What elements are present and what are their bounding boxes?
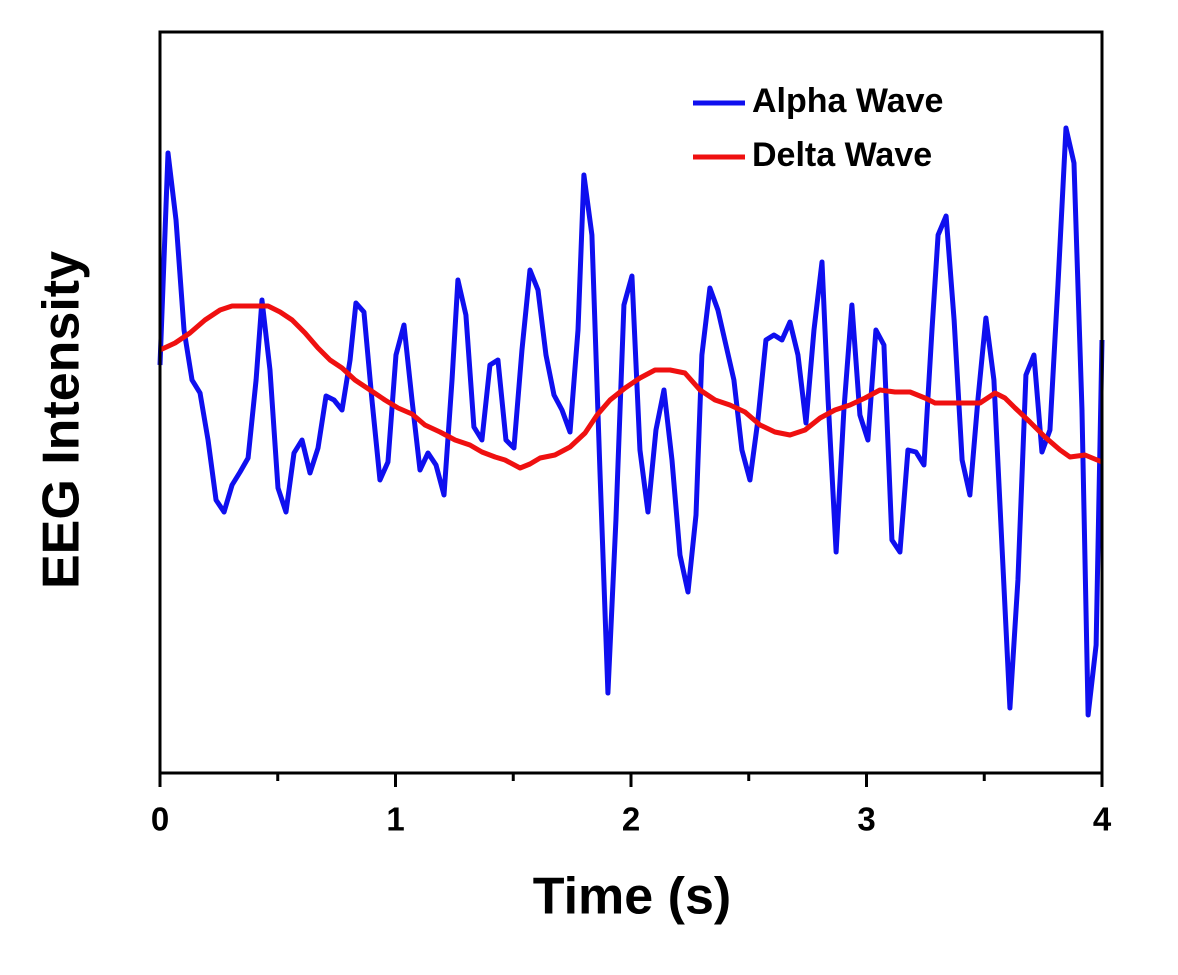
y-axis-label: EEG Intensity (33, 251, 91, 589)
x-tick-label: 2 (622, 801, 640, 838)
data-line (158, 303, 1103, 471)
data-line (157, 125, 1105, 718)
x-tick-label: 4 (1093, 801, 1112, 838)
legend-label: Delta Wave (752, 136, 932, 174)
x-tick-label: 0 (151, 801, 169, 838)
legend-label: Alpha Wave (752, 82, 943, 120)
x-tick-label: 3 (857, 801, 875, 838)
x-axis-label: Time (s) (533, 868, 731, 926)
x-tick-label: 1 (386, 801, 404, 838)
